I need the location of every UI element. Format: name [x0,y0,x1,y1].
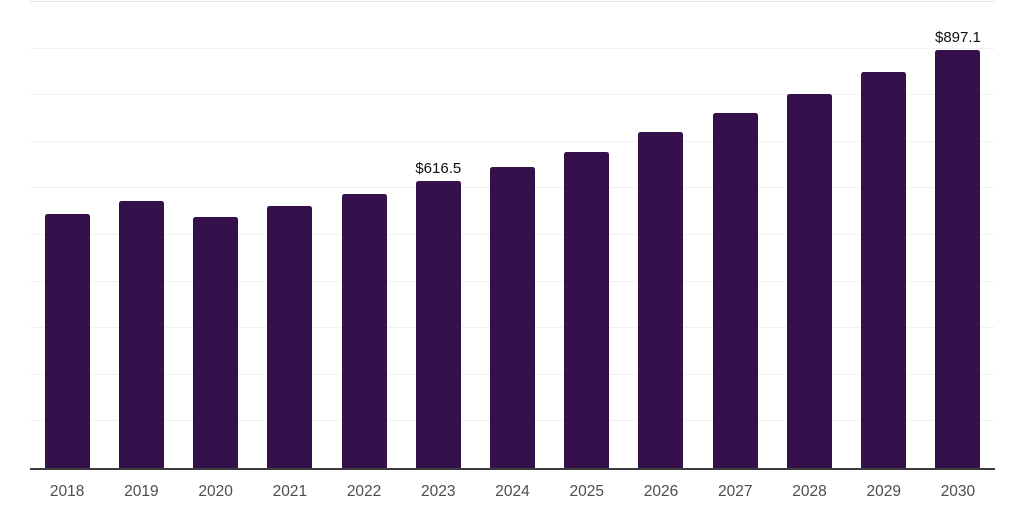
gridline [30,140,995,142]
x-axis-labels: 2018 2019 2020 2021 2022 2023 2024 2025 2026 2027… [30,483,995,502]
bar-slot [624,2,698,468]
bar-2021 [267,206,313,468]
bar-slot [253,2,327,468]
bar-2019 [118,201,164,468]
gridline [30,1,995,2]
x-tick-label: 2026 [643,483,679,500]
bar-value-label: $897.1 [934,28,981,46]
bar-value-label: $616.5 [415,159,462,177]
bar-slot [327,2,401,468]
bar-slot [847,2,921,468]
x-tick-label: 2030 [940,483,976,500]
x-tick-label: 2024 [495,483,530,500]
gridline [30,47,995,49]
x-tick-label: 2020 [198,483,233,500]
x-tick-label: 2028 [792,483,827,500]
x-tick-label: 2019 [124,483,159,500]
bar-2018 [44,213,90,468]
x-tick-label: 2018 [49,483,85,500]
x-tick-label: 2023 [421,483,456,500]
x-tick-label: 2027 [717,483,753,500]
bar-slot: $897.1 [921,2,995,468]
bar-2028 [786,94,832,468]
bar-2024 [490,166,536,468]
bar-slot [178,2,252,468]
bar-slot [30,2,104,468]
x-tick-label: 2029 [866,483,901,500]
bar-2022 [341,193,387,468]
bar-slot [104,2,178,468]
plot-area: $616.5 $897.1 [30,1,995,470]
bar-slot: $616.5 [401,2,475,468]
bars-row: $616.5 $897.1 [30,2,995,468]
bar-2027 [712,112,758,468]
bar-slot [698,2,772,468]
bar-slot [772,2,846,468]
x-tick-label: 2021 [272,483,308,500]
bar-slot [475,2,549,468]
bar-2029 [861,72,907,468]
bar-2030 [935,49,981,468]
x-tick-label: 2025 [569,483,604,500]
bar-slot [550,2,624,468]
gridline [30,94,995,96]
bar-2026 [638,131,684,468]
bar-2023 [415,180,461,468]
bar-2025 [564,151,610,468]
bar-2020 [193,217,239,468]
x-tick-label: 2022 [346,483,382,500]
